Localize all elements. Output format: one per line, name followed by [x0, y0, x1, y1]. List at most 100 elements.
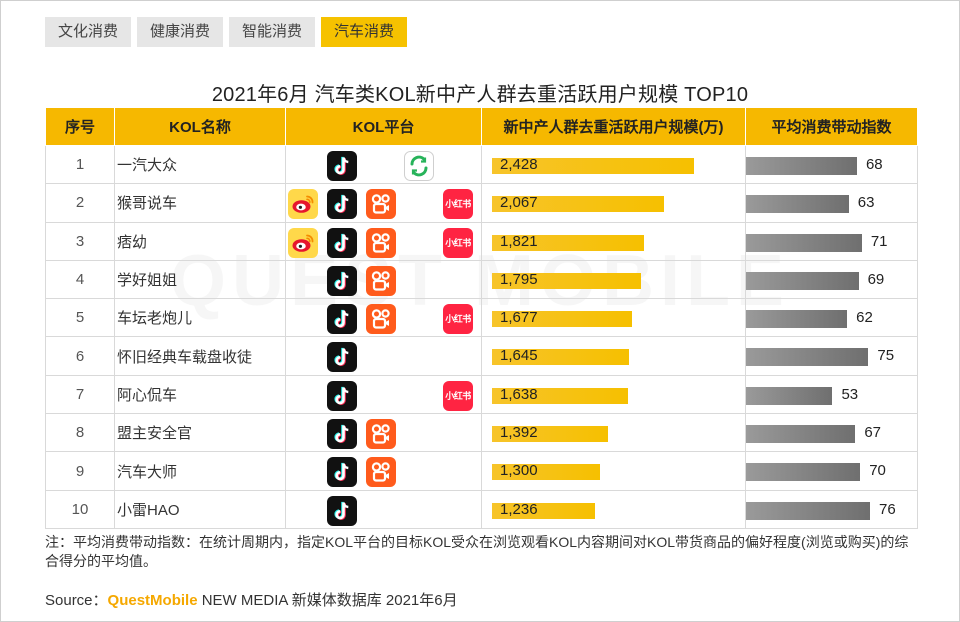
consumption-index-cell: 63 — [745, 183, 918, 223]
kol-platform-cell: 小红书 — [285, 221, 482, 261]
weibo-icon — [288, 227, 318, 258]
kuaishou-icon — [366, 419, 396, 450]
active-users-label: 1,236 — [500, 500, 538, 518]
table-row: 4 学好姐姐 1,795 69 — [45, 259, 918, 300]
table-row: 9 汽车大师 1,300 70 — [45, 451, 918, 491]
consumption-index-cell: 68 — [745, 144, 918, 185]
consumption-index-bar — [746, 195, 849, 214]
consumption-index-label: 63 — [857, 194, 875, 212]
active-users-label: 2,428 — [500, 156, 538, 173]
rank-cell: 9 — [45, 451, 115, 491]
table-row: 7 阿心侃车 小红书 1,638 53 — [45, 374, 918, 415]
active-users-bar — [492, 349, 629, 366]
kol-platform-cell — [285, 144, 482, 185]
xiaohongshu-icon: 小红书 — [443, 380, 473, 411]
consumption-index-bar — [746, 233, 862, 252]
consumption-index-label: 68 — [865, 156, 883, 173]
active-users-label: 2,067 — [500, 194, 538, 212]
kuaishou-icon — [366, 457, 396, 488]
rank-cell: 5 — [45, 298, 115, 338]
table-row: 1 一汽大众 2,428 68 — [45, 144, 918, 185]
active-users-bar — [492, 272, 642, 289]
kol-platform-cell — [285, 259, 482, 300]
consumption-index-label: 75 — [877, 347, 895, 365]
consumption-index-label: 69 — [867, 270, 885, 288]
kol-platform-cell — [285, 336, 482, 376]
consumption-index-label: 53 — [841, 385, 859, 403]
consumption-index-cell: 71 — [745, 221, 918, 261]
consumption-index-cell: 76 — [745, 489, 918, 529]
active-users-cell: 2,067 — [481, 183, 746, 223]
douyin-icon — [327, 380, 357, 411]
huya-icon — [404, 151, 434, 181]
consumption-index-cell: 67 — [745, 413, 918, 453]
source-brand: QuestMobile — [107, 592, 198, 609]
active-users-bar — [492, 196, 664, 213]
consumption-index-cell: 62 — [745, 298, 918, 338]
active-users-label: 1,392 — [500, 424, 538, 442]
consumption-index-bar — [746, 463, 861, 482]
table-row: 8 盟主安全官 1,392 67 — [45, 413, 918, 453]
kuaishou-icon — [366, 189, 396, 220]
consumption-index-bar — [746, 425, 856, 444]
consumption-index-bar — [746, 310, 848, 329]
consumption-index-bar — [746, 271, 859, 290]
active-users-cell: 1,795 — [481, 259, 746, 300]
active-users-bar — [492, 158, 694, 174]
kol-name-cell: 怀旧经典车载盘收徒 — [114, 336, 286, 376]
header-active-users: 新中产人群去重活跃用户规模(万) — [481, 107, 746, 146]
douyin-icon — [327, 495, 357, 526]
active-users-cell: 1,645 — [481, 336, 746, 376]
active-users-bar — [492, 426, 608, 443]
douyin-icon — [327, 189, 357, 220]
rank-cell: 8 — [45, 413, 115, 453]
active-users-bar — [492, 502, 595, 519]
kol-name-cell: 一汽大众 — [114, 144, 286, 185]
consumption-index-bar — [746, 501, 870, 520]
active-users-label: 1,300 — [500, 462, 538, 480]
chart-title: 2021年6月 汽车类KOL新中产人群去重活跃用户规模 TOP10 — [211, 84, 749, 106]
active-users-label: 1,645 — [500, 347, 538, 365]
active-users-cell: 1,638 — [481, 374, 746, 415]
rank-cell: 7 — [45, 374, 115, 415]
source-prefix: Source： — [45, 592, 108, 609]
xiaohongshu-icon: 小红书 — [443, 304, 473, 335]
kol-platform-cell — [285, 451, 482, 491]
kol-platform-cell: 小红书 — [285, 183, 482, 223]
table-header-row: 序号 KOL名称 KOL平台 新中产人群去重活跃用户规模(万) 平均消费带动指数 — [45, 107, 918, 146]
weibo-icon — [288, 189, 318, 220]
consumption-index-cell: 75 — [745, 336, 918, 376]
douyin-icon — [327, 227, 357, 258]
kol-name-cell: 阿心侃车 — [114, 374, 286, 415]
rank-cell: 1 — [45, 144, 115, 185]
consumption-index-bar — [746, 386, 833, 405]
tab-smart[interactable]: 智能消费 — [229, 17, 316, 47]
kol-name-cell: 猴哥说车 — [114, 183, 286, 223]
active-users-bar — [492, 387, 629, 404]
source-suffix: NEW MEDIA 新媒体数据库 2021年6月 — [197, 592, 458, 609]
tab-health[interactable]: 健康消费 — [137, 17, 224, 47]
table-row: 2 猴哥说车 小红书 2,067 63 — [45, 183, 918, 223]
header-kol-platform: KOL平台 — [285, 107, 482, 146]
kol-name-cell: 车坛老炮儿 — [114, 298, 286, 338]
tab-auto[interactable]: 汽车消费 — [321, 17, 408, 47]
active-users-label: 1,677 — [500, 309, 538, 327]
tab-culture[interactable]: 文化消费 — [45, 17, 132, 47]
rank-cell: 3 — [45, 221, 115, 261]
consumption-index-label: 62 — [856, 309, 873, 327]
douyin-icon — [327, 265, 357, 296]
header-consumption-index: 平均消费带动指数 — [745, 107, 918, 146]
footnote: 注：平均消费带动指数：在统计周期内，指定KOL平台的目标KOL受众在浏览观看KO… — [45, 534, 909, 569]
active-users-cell: 2,428 — [481, 144, 746, 185]
table-row: 6 怀旧经典车载盘收徒 1,645 75 — [45, 336, 918, 376]
table-row: 5 车坛老炮儿 小红书 1,677 62 — [45, 298, 918, 338]
active-users-cell: 1,392 — [481, 413, 746, 453]
consumption-index-label: 71 — [870, 232, 888, 250]
kol-name-cell: 盟主安全官 — [114, 413, 286, 453]
kol-name-cell: 学好姐姐 — [114, 259, 286, 300]
consumption-index-bar — [746, 348, 869, 367]
kol-name-cell: 汽车大师 — [114, 451, 286, 491]
douyin-icon — [327, 342, 357, 373]
kol-platform-cell: 小红书 — [285, 374, 482, 415]
active-users-bar — [492, 311, 632, 328]
